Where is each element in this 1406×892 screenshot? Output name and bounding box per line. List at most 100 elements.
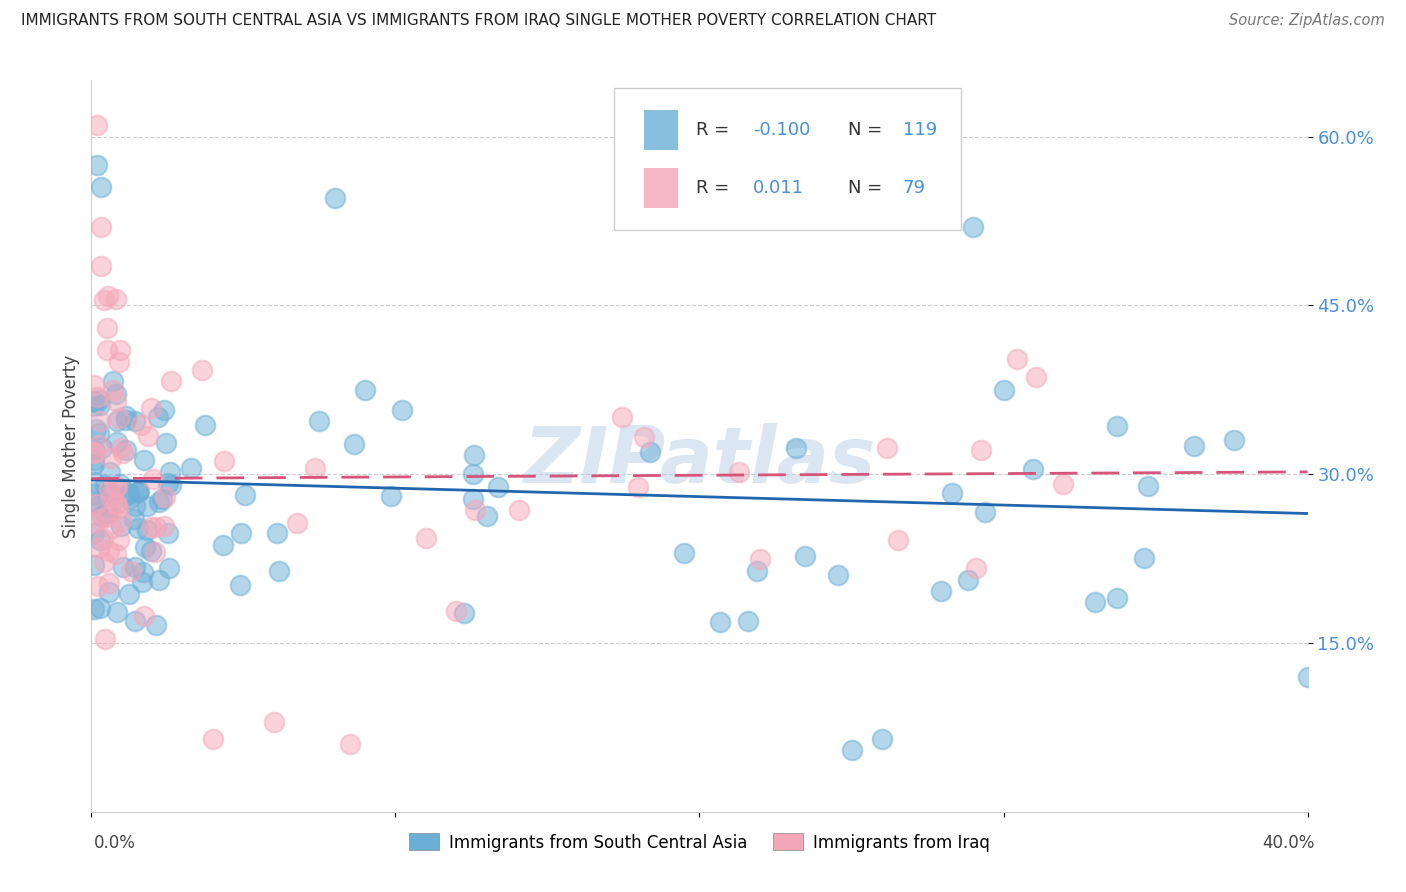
Point bbox=[105, 496, 128, 510]
Point bbox=[127, 521, 149, 535]
Point bbox=[107, 410, 129, 425]
Point bbox=[124, 500, 146, 514]
Point bbox=[118, 486, 141, 500]
Point bbox=[139, 401, 162, 415]
Point bbox=[143, 545, 166, 559]
Point bbox=[153, 403, 176, 417]
Point bbox=[87, 437, 110, 451]
Point bbox=[627, 480, 650, 494]
Point bbox=[97, 506, 120, 520]
Point bbox=[127, 484, 149, 499]
Point bbox=[128, 483, 150, 498]
Point bbox=[136, 499, 159, 513]
Point bbox=[104, 394, 127, 409]
Point bbox=[132, 608, 155, 623]
Point bbox=[211, 538, 233, 552]
Point bbox=[89, 398, 111, 412]
Point bbox=[83, 452, 105, 467]
Point bbox=[87, 579, 110, 593]
Point bbox=[124, 614, 146, 628]
Point bbox=[993, 383, 1015, 397]
Point bbox=[415, 531, 437, 545]
Text: Source: ZipAtlas.com: Source: ZipAtlas.com bbox=[1229, 13, 1385, 29]
Point bbox=[115, 442, 138, 457]
Point bbox=[124, 414, 146, 428]
Point bbox=[100, 500, 122, 514]
Point bbox=[110, 476, 132, 491]
Point bbox=[94, 510, 117, 524]
Point bbox=[463, 467, 485, 481]
Point bbox=[1137, 479, 1160, 493]
Point bbox=[941, 486, 963, 500]
Point bbox=[304, 460, 326, 475]
Point bbox=[463, 503, 485, 517]
Point bbox=[1021, 462, 1043, 476]
Point bbox=[131, 574, 153, 589]
Point bbox=[157, 525, 180, 540]
Point bbox=[100, 450, 122, 465]
Point bbox=[150, 491, 173, 506]
Point bbox=[970, 442, 993, 457]
Point bbox=[148, 573, 170, 587]
Point bbox=[610, 410, 633, 425]
FancyBboxPatch shape bbox=[614, 87, 960, 230]
Point bbox=[287, 516, 309, 530]
Point bbox=[929, 583, 952, 598]
Point bbox=[91, 532, 114, 546]
FancyBboxPatch shape bbox=[644, 110, 678, 150]
Point bbox=[100, 491, 122, 506]
Point bbox=[966, 561, 988, 575]
Point bbox=[103, 488, 125, 502]
Point bbox=[105, 497, 128, 511]
Point bbox=[83, 445, 105, 459]
Point bbox=[89, 414, 111, 428]
Point bbox=[117, 488, 139, 502]
Point bbox=[127, 485, 149, 500]
Point bbox=[107, 355, 129, 369]
Point bbox=[86, 118, 108, 132]
Text: N =: N = bbox=[848, 179, 887, 197]
Point bbox=[354, 383, 377, 397]
Point bbox=[748, 551, 770, 566]
Point bbox=[134, 453, 156, 467]
Point bbox=[308, 414, 330, 428]
Point bbox=[323, 191, 346, 205]
Point bbox=[96, 321, 118, 335]
Point bbox=[794, 549, 817, 563]
Point bbox=[87, 392, 110, 407]
FancyBboxPatch shape bbox=[644, 168, 678, 209]
Point bbox=[84, 497, 107, 511]
Point bbox=[212, 453, 235, 467]
Point bbox=[267, 564, 290, 578]
Point bbox=[101, 374, 124, 388]
Point bbox=[194, 418, 217, 433]
Point bbox=[83, 442, 105, 457]
Point bbox=[87, 498, 110, 512]
Point bbox=[83, 377, 105, 392]
Point bbox=[96, 343, 118, 358]
Point bbox=[101, 383, 124, 397]
Point bbox=[157, 561, 180, 575]
Point bbox=[89, 219, 111, 234]
Point bbox=[453, 606, 475, 620]
Point bbox=[115, 413, 138, 427]
Point bbox=[1105, 419, 1128, 434]
Point bbox=[83, 475, 105, 489]
Text: N =: N = bbox=[848, 120, 887, 138]
Point bbox=[229, 578, 252, 592]
Point bbox=[83, 516, 105, 530]
Point bbox=[153, 519, 176, 533]
Point bbox=[180, 461, 202, 475]
Point bbox=[97, 289, 120, 303]
Point bbox=[83, 526, 105, 541]
Point bbox=[118, 491, 141, 506]
Point bbox=[155, 436, 177, 450]
Point bbox=[105, 387, 128, 401]
Point bbox=[380, 489, 402, 503]
Point bbox=[122, 512, 145, 526]
Point bbox=[1025, 369, 1047, 384]
Point bbox=[87, 541, 110, 556]
Point bbox=[86, 390, 108, 404]
Point bbox=[86, 158, 108, 172]
Point bbox=[110, 343, 132, 358]
